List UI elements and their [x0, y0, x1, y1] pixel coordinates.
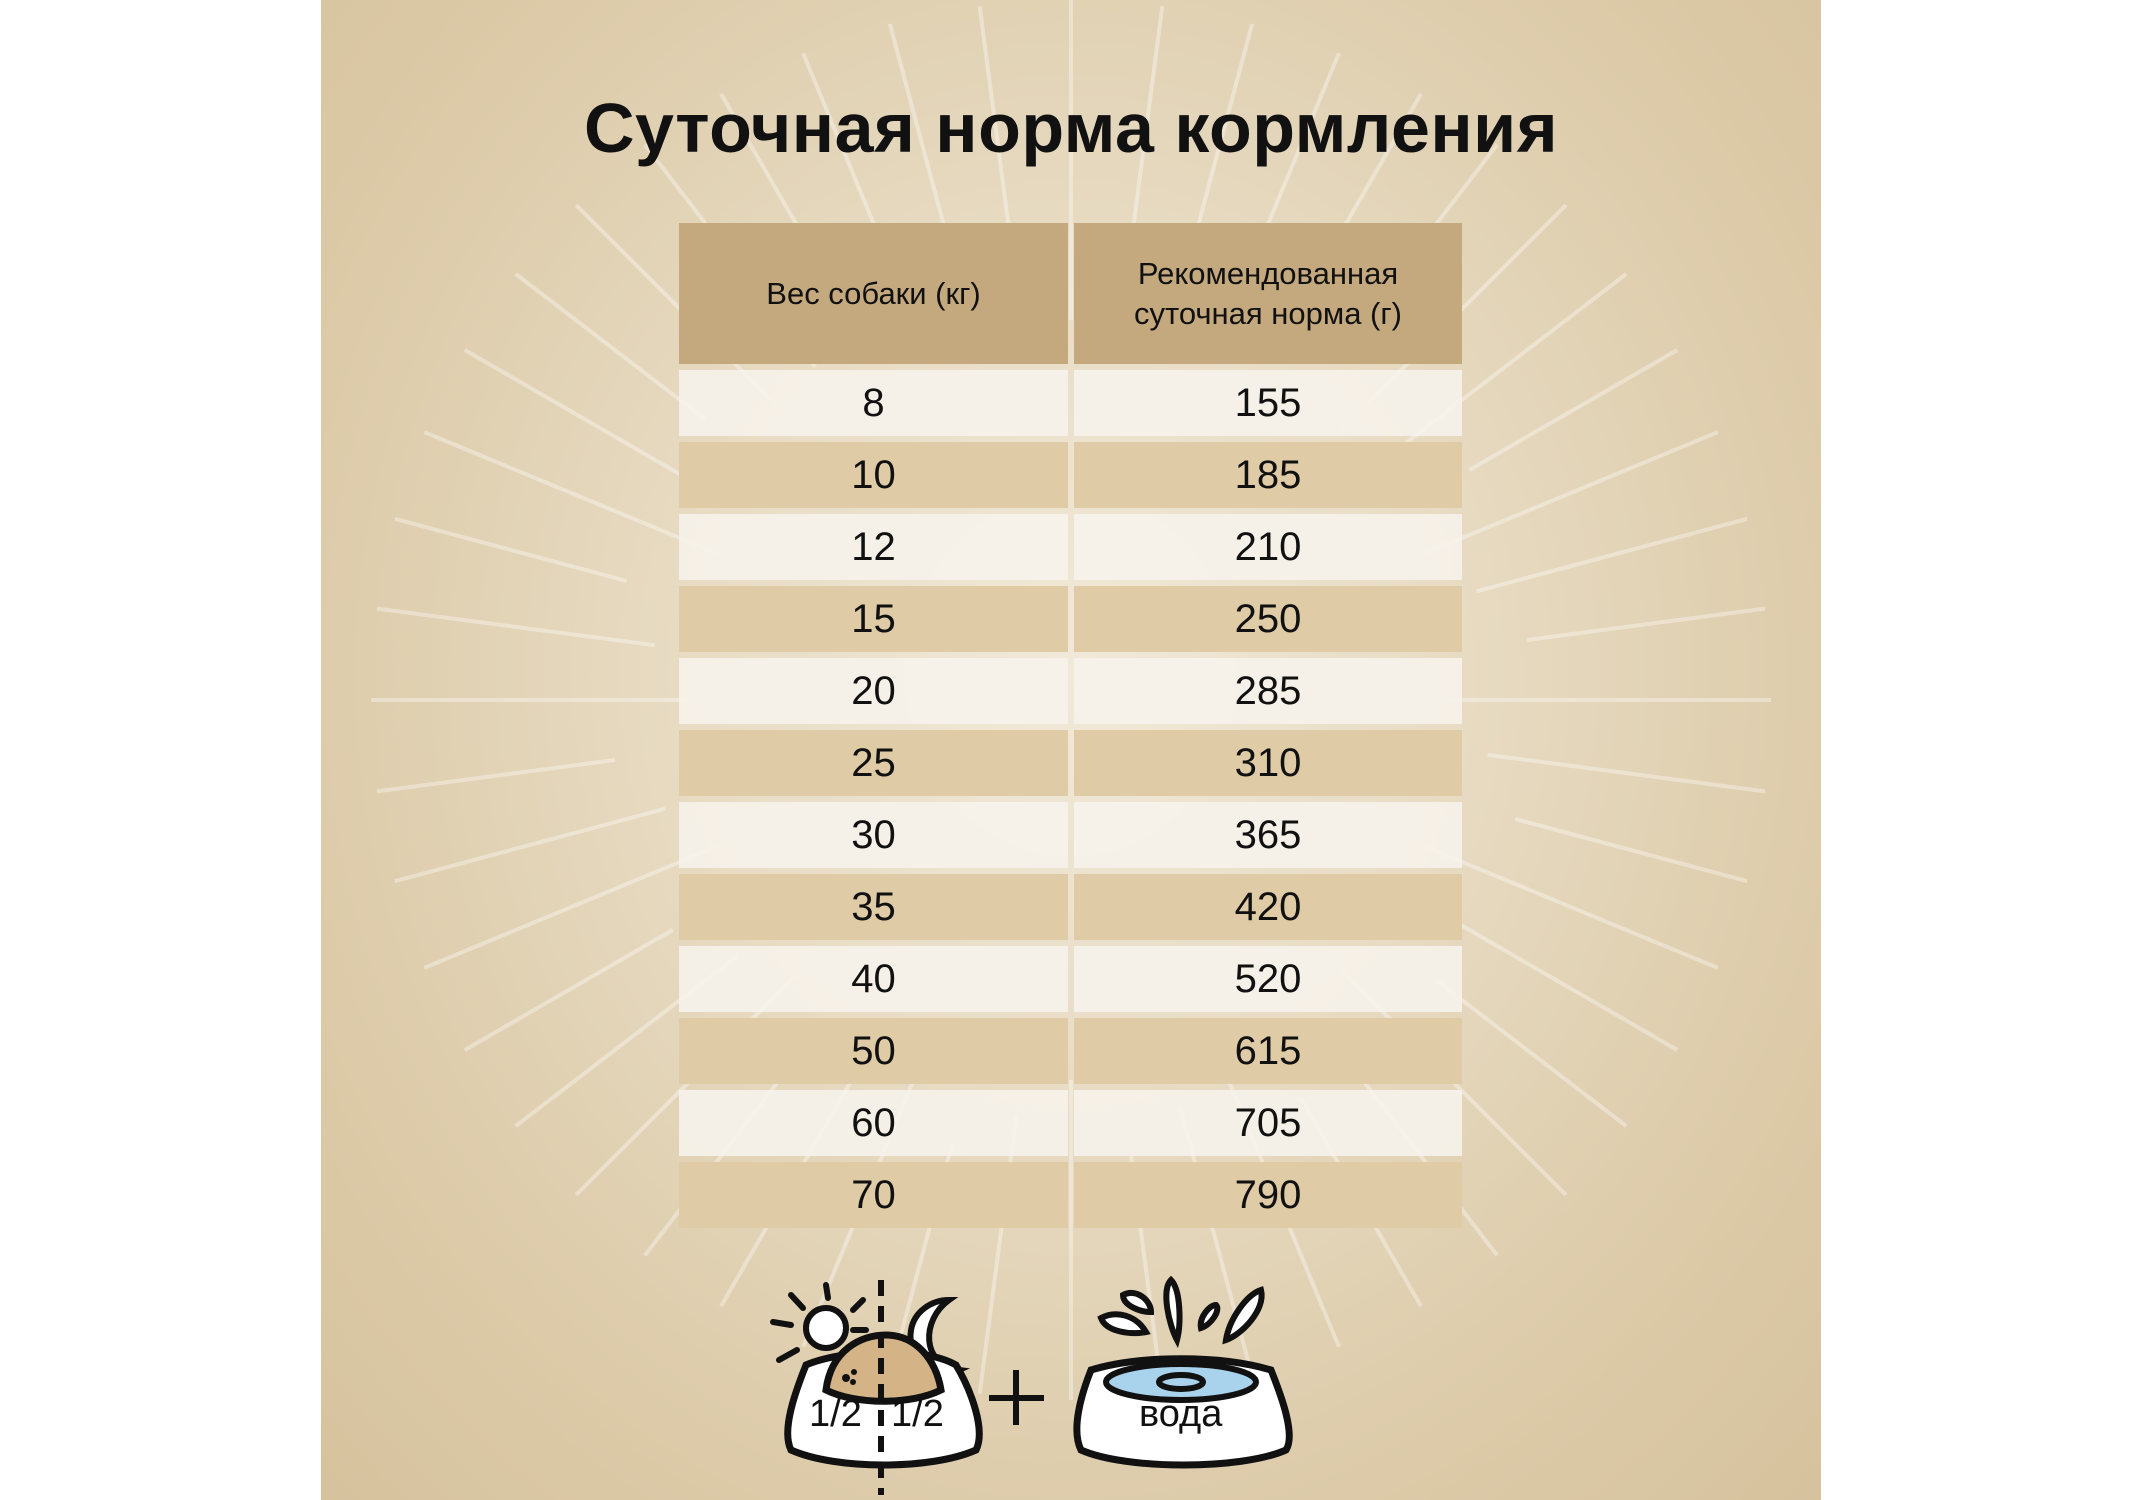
infographic-panel: Суточная норма кормления Вес собаки (кг)…	[321, 0, 1821, 1500]
page-title: Суточная норма кормления	[583, 89, 1559, 167]
feeding-table: Вес собаки (кг) Рекомендованная суточная…	[679, 223, 1462, 1228]
daily-norm-cell: 420	[1074, 874, 1462, 940]
decor-ray	[1468, 348, 1679, 472]
table-row: 70 790	[679, 1162, 1462, 1228]
table-row: 15 250	[679, 586, 1462, 652]
weight-cell: 50	[679, 1018, 1068, 1084]
daily-norm-cell: 520	[1074, 946, 1462, 1012]
weight-cell: 70	[679, 1162, 1068, 1228]
decor-ray	[394, 806, 666, 884]
daily-norm-cell: 210	[1074, 514, 1462, 580]
table-row: 10 185	[679, 442, 1462, 508]
daily-norm-cell: 365	[1074, 802, 1462, 868]
table-row: 25 310	[679, 730, 1462, 796]
table-row: 60 705	[679, 1090, 1462, 1156]
table-row: 20 285	[679, 658, 1462, 724]
decor-ray	[1487, 752, 1766, 794]
plus-icon	[989, 1370, 1044, 1425]
water-bowl-icon	[1073, 1275, 1293, 1469]
decor-ray	[376, 606, 655, 648]
daily-norm-cell: 285	[1074, 658, 1462, 724]
weight-cell: 15	[679, 586, 1068, 652]
daily-norm-cell: 615	[1074, 1018, 1462, 1084]
header-weight: Вес собаки (кг)	[679, 223, 1068, 364]
weight-cell: 10	[679, 442, 1068, 508]
weight-cell: 12	[679, 514, 1068, 580]
header-daily-norm: Рекомендованная суточная норма (г)	[1074, 223, 1462, 364]
decor-ray	[1514, 817, 1748, 884]
food-bowl-icon	[784, 1280, 983, 1495]
daily-norm-cell: 155	[1074, 370, 1462, 436]
decor-ray	[1434, 978, 1628, 1128]
water-label: вода	[1139, 1393, 1223, 1435]
decor-ray	[423, 430, 721, 557]
decor-ray	[463, 348, 709, 492]
daily-norm-cell: 250	[1074, 586, 1462, 652]
feeding-illustration: 1/2 1/2 вода	[761, 1270, 1381, 1500]
decor-ray	[1476, 516, 1748, 594]
decor-ray	[1421, 843, 1719, 970]
weight-cell: 30	[679, 802, 1068, 868]
table-row: 35 420	[679, 874, 1462, 940]
daily-norm-cell: 790	[1074, 1162, 1462, 1228]
weight-cell: 60	[679, 1090, 1068, 1156]
table-header: Вес собаки (кг) Рекомендованная суточная…	[679, 223, 1462, 364]
table-row: 40 520	[679, 946, 1462, 1012]
weight-cell: 25	[679, 730, 1068, 796]
weight-cell: 40	[679, 946, 1068, 1012]
table-row: 8 155	[679, 370, 1462, 436]
bowls-svg	[770, 1275, 1293, 1495]
decor-ray	[376, 758, 616, 794]
header-daily-norm-text: Рекомендованная суточная норма (г)	[1133, 255, 1403, 331]
weight-cell: 20	[679, 658, 1068, 724]
daily-norm-cell: 705	[1074, 1090, 1462, 1156]
decor-ray	[1188, 23, 1255, 257]
evening-portion-label: 1/2	[891, 1393, 944, 1435]
weight-cell: 8	[679, 370, 1068, 436]
decor-ray	[463, 928, 674, 1052]
decor-ray	[394, 516, 628, 583]
daily-norm-cell: 310	[1074, 730, 1462, 796]
decor-ray	[1433, 908, 1679, 1052]
decor-ray	[977, 5, 1013, 245]
table-row: 50 615	[679, 1018, 1462, 1084]
table-row: 12 210	[679, 514, 1462, 580]
decor-ray	[1526, 606, 1766, 642]
table-row: 30 365	[679, 802, 1462, 868]
decor-ray	[423, 843, 721, 970]
morning-portion-label: 1/2	[809, 1393, 862, 1435]
decor-ray	[1421, 430, 1719, 557]
decor-ray	[514, 272, 708, 422]
daily-norm-cell: 185	[1074, 442, 1462, 508]
weight-cell: 35	[679, 874, 1068, 940]
